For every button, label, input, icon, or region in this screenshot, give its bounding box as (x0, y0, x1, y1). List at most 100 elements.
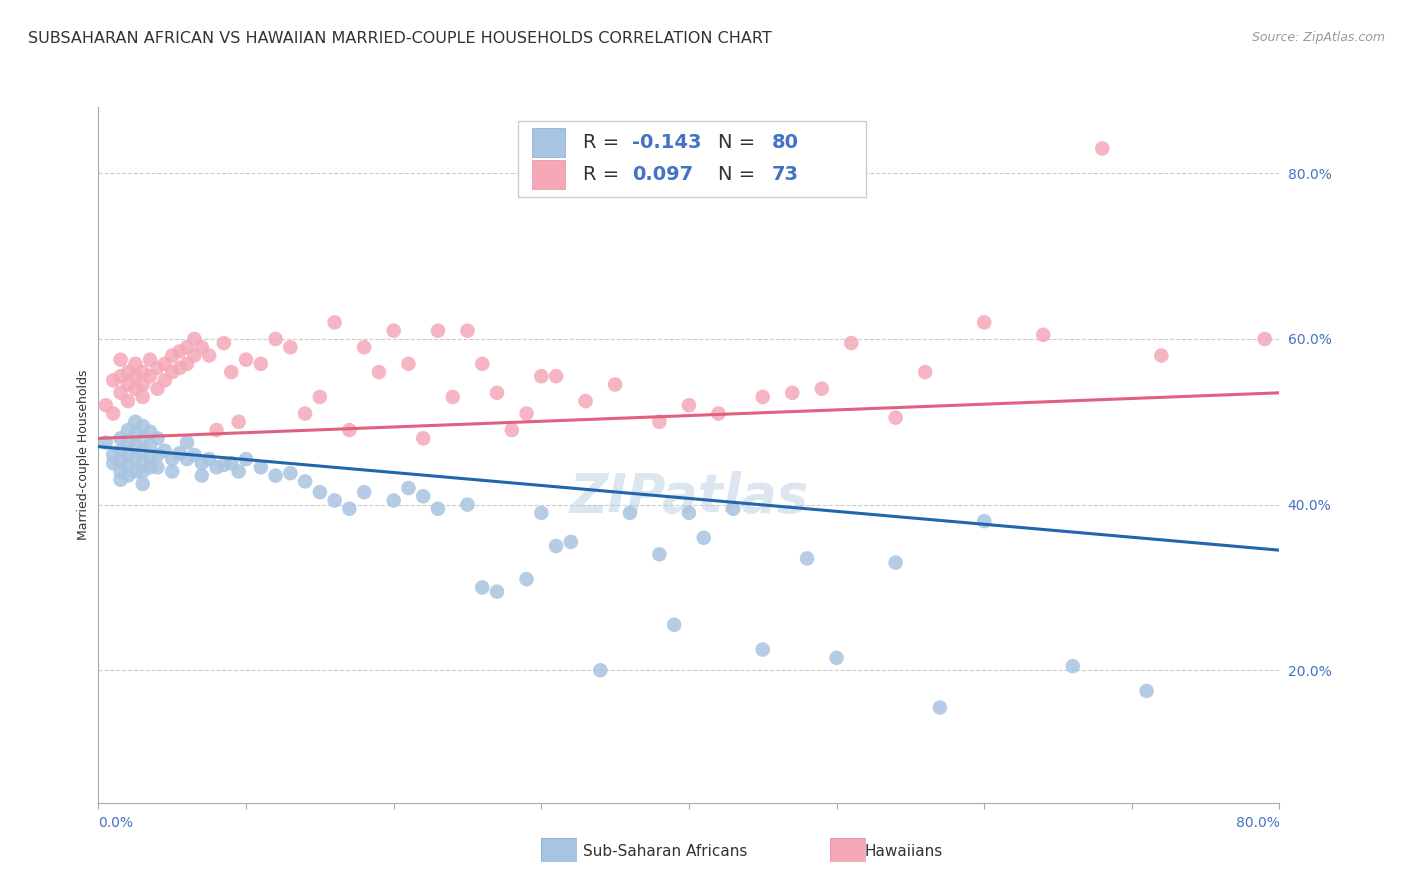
Point (1135, 684, 1157, 698)
Point (339, 423, 360, 437)
Point (294, 475, 316, 489)
Text: 80: 80 (772, 133, 799, 152)
Point (250, 460, 273, 475)
Point (574, 394, 596, 409)
Point (914, 365, 936, 379)
Point (139, 425, 162, 439)
Point (427, 324, 450, 338)
Point (176, 435, 198, 450)
Point (973, 514, 995, 528)
Text: 0.097: 0.097 (633, 165, 693, 184)
Point (515, 407, 537, 421)
Point (648, 547, 671, 561)
Point (412, 489, 434, 503)
Point (110, 465, 132, 479)
Point (176, 357, 198, 371)
Point (515, 572, 537, 586)
Point (605, 377, 627, 392)
Text: Hawaiians: Hawaiians (865, 845, 943, 859)
Point (146, 460, 169, 475)
Point (219, 456, 242, 470)
Point (162, 465, 183, 479)
Point (471, 581, 494, 595)
Point (124, 465, 146, 479)
Point (132, 431, 155, 445)
Point (648, 415, 671, 429)
Point (353, 485, 375, 500)
Point (103, 373, 125, 387)
Point (146, 448, 169, 462)
Point (110, 454, 132, 468)
Text: Sub-Saharan Africans: Sub-Saharan Africans (583, 845, 748, 859)
Point (796, 551, 818, 566)
Point (110, 473, 132, 487)
Point (132, 476, 155, 491)
Point (323, 315, 346, 329)
Point (146, 361, 169, 376)
Point (278, 466, 302, 480)
Point (139, 450, 162, 464)
Point (117, 448, 139, 462)
Text: R =: R = (582, 133, 626, 152)
Point (162, 349, 183, 363)
Text: Source: ZipAtlas.com: Source: ZipAtlas.com (1251, 31, 1385, 45)
Point (1032, 327, 1054, 342)
Point (560, 535, 582, 549)
Point (723, 501, 745, 516)
Point (486, 584, 509, 599)
Point (278, 340, 302, 354)
Point (309, 390, 332, 404)
Point (382, 324, 405, 338)
Point (456, 324, 478, 338)
Point (353, 340, 375, 354)
Point (707, 407, 730, 421)
Point (117, 365, 139, 379)
Point (124, 382, 146, 396)
Point (153, 357, 176, 371)
Point (664, 617, 686, 632)
Point (228, 465, 250, 479)
Point (205, 460, 228, 475)
Point (228, 415, 250, 429)
Point (1062, 659, 1084, 673)
Point (124, 452, 146, 467)
Point (183, 332, 205, 346)
Text: 80.0%: 80.0% (1236, 816, 1279, 830)
Point (782, 385, 804, 400)
Text: N =: N = (718, 165, 762, 184)
FancyBboxPatch shape (517, 121, 866, 197)
Text: R =: R = (582, 165, 626, 184)
Point (973, 315, 995, 329)
Point (124, 369, 146, 384)
Point (928, 700, 950, 714)
Point (94, 398, 117, 412)
Point (94, 435, 117, 450)
Point (132, 365, 155, 379)
Point (124, 415, 146, 429)
Point (1091, 141, 1114, 155)
Point (412, 431, 434, 445)
Text: SUBSAHARAN AFRICAN VS HAWAIIAN MARRIED-COUPLE HOUSEHOLDS CORRELATION CHART: SUBSAHARAN AFRICAN VS HAWAIIAN MARRIED-C… (28, 31, 772, 46)
Point (124, 357, 146, 371)
Point (309, 485, 332, 500)
Point (153, 443, 176, 458)
Point (191, 340, 214, 354)
Point (191, 468, 214, 483)
Point (132, 454, 155, 468)
Text: ZIPatlas: ZIPatlas (569, 471, 808, 523)
Point (132, 377, 155, 392)
Point (294, 407, 316, 421)
Point (124, 427, 146, 442)
Point (546, 369, 568, 384)
Point (139, 369, 162, 384)
Point (153, 373, 176, 387)
Point (1254, 332, 1277, 346)
Point (441, 390, 464, 404)
Point (212, 336, 235, 351)
Point (132, 390, 155, 404)
Point (117, 394, 139, 409)
Bar (531, 160, 565, 189)
Point (139, 460, 162, 475)
Point (546, 539, 568, 553)
Point (751, 390, 773, 404)
